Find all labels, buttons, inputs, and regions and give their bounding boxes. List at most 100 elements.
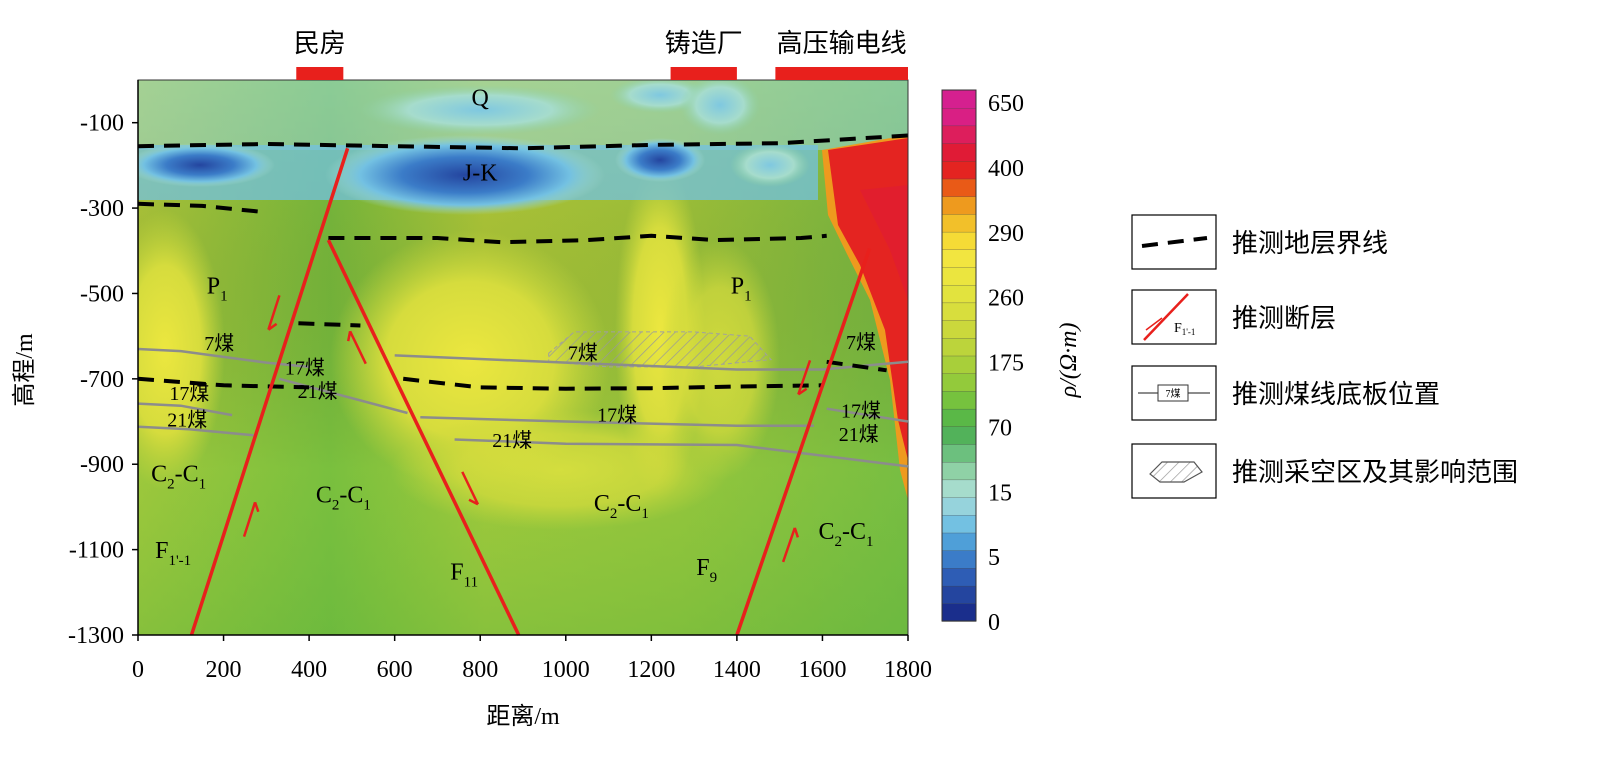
fault-slip-arrow xyxy=(781,527,796,563)
coal-seam-line xyxy=(278,377,408,415)
coal-seam-label: 21煤 xyxy=(298,380,338,403)
coal-seam-label: 21煤 xyxy=(839,423,879,446)
legend-goaf-sample xyxy=(1149,461,1203,483)
fault-slip-arrowhead xyxy=(267,322,278,331)
legend-fault-sample xyxy=(1143,293,1189,341)
colorbar-tick-label: 650 xyxy=(988,91,1024,117)
colorbar-swatch xyxy=(941,213,977,233)
colorbar-swatch xyxy=(941,107,977,127)
fault-slip-arrow xyxy=(797,359,812,395)
colorbar-swatch xyxy=(941,249,977,268)
legend-coal-tag xyxy=(1157,384,1189,402)
colorbar-swatch xyxy=(941,355,977,374)
fault-slip-arrow xyxy=(242,501,257,537)
x-tick-label: 200 xyxy=(206,657,242,683)
colorbar-tick-label: 70 xyxy=(988,415,1012,441)
surface-marker-label: 高压输电线 xyxy=(777,29,907,59)
x-tick-label: 400 xyxy=(291,657,327,683)
colorbar-swatch xyxy=(941,461,977,481)
resistivity-field xyxy=(138,80,908,635)
coal-seam-line xyxy=(137,402,233,417)
surface-marker-bar xyxy=(775,67,908,80)
x-tick-label: 800 xyxy=(462,657,498,683)
strata-boundary xyxy=(137,201,267,215)
colorbar-swatch xyxy=(941,302,977,321)
y-tick-label: -700 xyxy=(80,367,124,393)
coal-seam-label: 7煤 xyxy=(204,332,234,355)
coal-seam-line xyxy=(137,347,310,369)
coal-seam-line xyxy=(420,416,814,428)
coal-seam-label: 21煤 xyxy=(167,409,207,432)
surface-marker-label: 铸造厂 xyxy=(665,29,743,59)
legend-dashed-sample xyxy=(1141,236,1208,248)
legend-label: 推测断层 xyxy=(1232,304,1336,334)
axes: 0 200 400 600 800 1000 1200 1400 1600 1800 -100 -30… xyxy=(68,80,932,683)
strata-boundary xyxy=(137,376,310,390)
legend-coal-text: 7煤 xyxy=(1166,387,1181,400)
y-tick-label: -1100 xyxy=(69,538,124,564)
colorbar-swatch xyxy=(941,496,977,516)
y-tick-label: -500 xyxy=(80,281,124,307)
x-tick-label: 1200 xyxy=(627,657,675,683)
colorbar-swatch xyxy=(941,196,977,215)
surface-marker-label: 民房 xyxy=(294,29,346,59)
coal-seam-label: 7煤 xyxy=(846,331,876,354)
stratum-label: J-K xyxy=(463,160,498,186)
colorbar-swatch xyxy=(941,142,977,162)
strata-boundary xyxy=(298,321,361,328)
colorbar-swatch xyxy=(941,266,977,286)
colorbar-swatch xyxy=(941,479,977,498)
colorbar-swatch xyxy=(941,585,977,604)
colorbar-swatch xyxy=(941,337,977,357)
x-tick-label: 1400 xyxy=(713,657,761,683)
fault-slip-arrowhead xyxy=(797,387,808,396)
legend-symbol-box xyxy=(1131,289,1217,345)
y-tick-label: -100 xyxy=(80,111,124,137)
strata-boundary xyxy=(402,376,823,391)
y-tick-label: -300 xyxy=(80,196,124,222)
colorbar-swatch xyxy=(941,319,977,339)
strata-boundary xyxy=(328,233,827,245)
colorbar-swatch xyxy=(941,567,977,587)
colorbar-swatch xyxy=(941,160,977,180)
fault-label: F1'-1 xyxy=(155,538,191,569)
coal-seam-line xyxy=(454,438,909,468)
colorbar-tick-label: 5 xyxy=(988,545,1000,571)
coal-seam-label: 21煤 xyxy=(492,429,532,452)
fault-slip-arrowhead xyxy=(468,498,479,506)
legend-label: 推测煤线底板位置 xyxy=(1232,380,1440,410)
fault-line xyxy=(189,147,350,636)
fault-label: F11 xyxy=(450,560,478,591)
fault-line xyxy=(735,248,872,636)
stratum-label: C2-C1 xyxy=(316,483,371,514)
fault-slip-arrowhead xyxy=(793,527,800,538)
annotation-layer: F1'-1 F11F97煤17煤21煤17煤21煤7煤17煤21煤7煤17煤21煤… xyxy=(137,86,909,636)
colorbar-tick-label: 400 xyxy=(988,156,1024,182)
colorbar-swatch xyxy=(941,514,977,534)
fault-line xyxy=(326,239,521,636)
coal-seam-line xyxy=(826,407,909,423)
x-tick-label: 0 xyxy=(132,657,144,683)
coal-seam-label: 17煤 xyxy=(597,404,637,427)
colorbar-swatch xyxy=(941,178,977,197)
colorbar-swatch xyxy=(941,231,977,250)
colorbar-swatch xyxy=(941,408,977,427)
fault-slip-arrow xyxy=(267,295,281,331)
colorbar-tick-label: 15 xyxy=(988,480,1012,506)
stratum-label: C2-C1 xyxy=(818,519,873,550)
colorbar-tick-label: 260 xyxy=(988,286,1024,312)
x-tick-label: 1800 xyxy=(884,657,932,683)
coal-seam-label: 17煤 xyxy=(169,382,209,405)
y-axis-label: 高程/m xyxy=(11,333,38,407)
x-tick-label: 1600 xyxy=(798,657,846,683)
legend-label: 推测采空区及其影响范围 xyxy=(1232,458,1518,488)
surface-marker-bar xyxy=(670,67,737,80)
fault-slip-arrow xyxy=(461,471,480,505)
coal-seam-label: 17煤 xyxy=(285,357,325,380)
colorbar-swatch xyxy=(941,426,977,445)
legend-fault-arrow xyxy=(1145,317,1163,331)
surface-marker-bar xyxy=(296,67,344,80)
fault-slip-arrowhead xyxy=(346,331,352,342)
colorbar-swatch xyxy=(941,603,977,622)
